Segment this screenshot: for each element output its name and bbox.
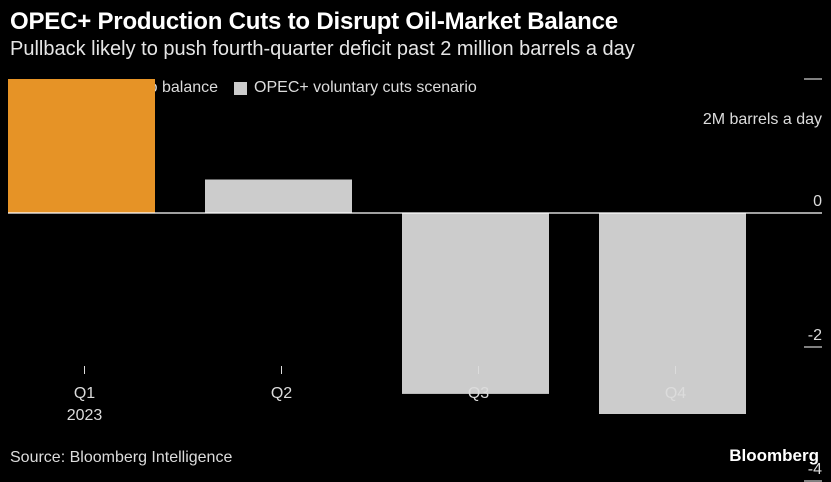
x-tick-label-q2: Q2 (271, 385, 292, 402)
legend-swatch-cuts (234, 81, 248, 95)
x-tick-sublabel-year: 2023 (67, 407, 103, 424)
y-tick-label: -2 (808, 327, 822, 344)
chart-title: OPEC+ Production Cuts to Disrupt Oil-Mar… (10, 8, 618, 35)
x-tick-label-q1: Q1 (74, 385, 95, 402)
legend-item-cuts: OPEC+ voluntary cuts scenario (234, 79, 477, 97)
bar-cuts-q2 (205, 179, 352, 213)
chart-subtitle: Pullback likely to push fourth-quarter d… (10, 38, 635, 60)
legend-label-cuts: OPEC+ voluntary cuts scenario (254, 79, 477, 96)
y-tick-label: 0 (813, 193, 822, 210)
x-tick-label-q3: Q3 (468, 385, 489, 402)
y-tick-label: -4 (808, 461, 822, 478)
source-note: Source: Bloomberg Intelligence (10, 449, 233, 466)
bar-cuts-q4 (599, 213, 746, 414)
bar-cuts-q3 (402, 213, 549, 394)
bloomberg-logo: Bloomberg (729, 446, 819, 465)
bar-prior-q1 (8, 79, 155, 213)
y-unit-label: 2M barrels a day (703, 111, 822, 128)
x-tick-label-q4: Q4 (665, 385, 686, 402)
